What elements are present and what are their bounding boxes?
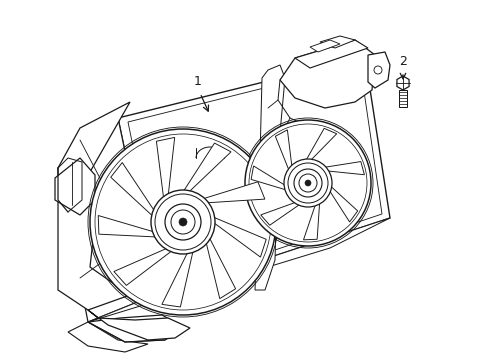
Text: 1: 1	[194, 75, 202, 88]
Polygon shape	[205, 237, 235, 299]
Polygon shape	[162, 250, 193, 307]
Polygon shape	[398, 90, 406, 107]
Polygon shape	[319, 36, 354, 48]
Circle shape	[305, 180, 310, 186]
Circle shape	[298, 174, 316, 192]
Polygon shape	[114, 248, 172, 285]
Circle shape	[373, 66, 381, 74]
Polygon shape	[328, 185, 357, 222]
Polygon shape	[280, 40, 374, 108]
Circle shape	[248, 124, 366, 242]
Polygon shape	[202, 182, 264, 203]
Polygon shape	[303, 202, 319, 240]
Polygon shape	[183, 143, 230, 193]
Polygon shape	[309, 40, 339, 52]
Polygon shape	[323, 162, 364, 175]
Circle shape	[293, 169, 321, 197]
Polygon shape	[88, 218, 389, 322]
Polygon shape	[251, 166, 286, 190]
Polygon shape	[254, 65, 285, 290]
Polygon shape	[58, 102, 130, 310]
Circle shape	[244, 120, 370, 246]
Polygon shape	[98, 216, 157, 237]
Polygon shape	[212, 217, 265, 257]
Polygon shape	[68, 322, 148, 352]
Circle shape	[90, 129, 275, 315]
Circle shape	[284, 159, 331, 207]
Polygon shape	[367, 52, 389, 88]
Circle shape	[155, 194, 210, 250]
Circle shape	[287, 163, 327, 203]
Text: 2: 2	[398, 55, 406, 68]
Polygon shape	[260, 202, 300, 225]
Circle shape	[179, 218, 186, 226]
Polygon shape	[118, 57, 389, 295]
Polygon shape	[110, 163, 155, 217]
Circle shape	[171, 210, 195, 234]
Polygon shape	[294, 40, 367, 68]
Circle shape	[151, 190, 215, 254]
Polygon shape	[55, 158, 95, 215]
Polygon shape	[275, 130, 291, 171]
Polygon shape	[88, 310, 190, 340]
Polygon shape	[58, 118, 155, 322]
Polygon shape	[305, 129, 336, 161]
Circle shape	[95, 134, 270, 310]
Circle shape	[164, 204, 201, 240]
Polygon shape	[88, 315, 184, 342]
Polygon shape	[396, 76, 408, 90]
Polygon shape	[156, 138, 174, 199]
